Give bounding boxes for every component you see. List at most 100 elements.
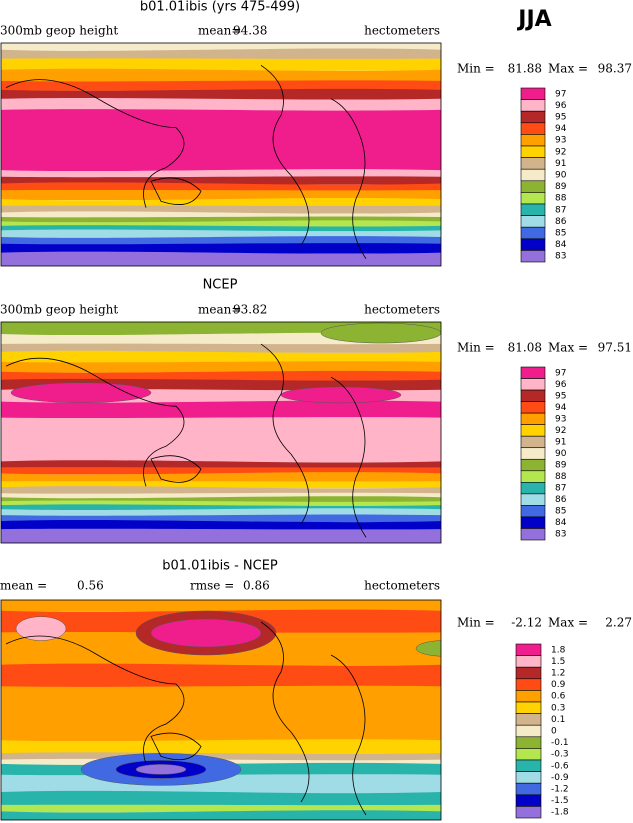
colorbar-label: 91 [555, 159, 566, 169]
contour-band [1, 211, 441, 218]
min-value: 81.88 [508, 62, 542, 76]
contour-band [1, 685, 441, 742]
map [1, 43, 441, 266]
colorbar-box [520, 192, 546, 205]
colorbar-box [515, 771, 542, 784]
colorbar-label: 0.3 [551, 703, 565, 713]
colorbar-box [515, 736, 542, 749]
colorbar-box [520, 145, 546, 158]
colorbar-box [515, 794, 542, 807]
colorbar-label: 0.1 [551, 715, 565, 725]
max-label: Max = [548, 62, 588, 76]
contour-region [135, 764, 187, 775]
map-frame [0, 42, 442, 267]
colorbar-box [520, 215, 546, 228]
colorbar-box [520, 389, 546, 402]
colorbar-label: 89 [555, 182, 567, 192]
colorbar-label: -1.2 [551, 785, 569, 795]
colorbar-box [520, 99, 546, 112]
colorbar-label: 85 [555, 507, 566, 517]
colorbar-label: 92 [555, 426, 566, 436]
contour-band [1, 68, 441, 82]
max-value: 2.27 [605, 616, 632, 630]
colorbar-box [520, 458, 546, 472]
colorbar-label: 1.5 [551, 657, 565, 667]
colorbar-label: 93 [555, 414, 566, 424]
colorbar-label: 94 [555, 124, 567, 134]
min-label: Min = [457, 341, 495, 355]
contour-band [1, 48, 441, 60]
colorbar-label: 97 [555, 368, 566, 378]
colorbar-label: 0 [551, 727, 557, 737]
colorbar-label: 96 [555, 380, 567, 390]
contour-region [415, 640, 441, 657]
colorbar-box [515, 655, 542, 668]
colorbar-box [520, 366, 546, 379]
contour-band [1, 97, 441, 111]
panel-title: NCEP [203, 278, 238, 293]
colorbar-label: -1.5 [551, 796, 569, 806]
contour-band [1, 251, 441, 266]
contour-band [1, 229, 441, 239]
colorbar-label: -0.3 [551, 750, 569, 760]
colorbar-box [520, 516, 546, 529]
colorbar-label: -0.1 [551, 738, 569, 748]
contour-band [1, 508, 441, 517]
colorbar-label: 85 [555, 229, 566, 239]
contour-band [1, 190, 441, 201]
colorbar-box [520, 203, 546, 216]
panel-label: 0.56 [77, 579, 104, 593]
min-value: 81.08 [508, 341, 542, 355]
panel-label: hectometers [364, 303, 440, 317]
colorbar-label: 90 [555, 449, 567, 459]
colorbar-box [515, 759, 542, 772]
coastline [5, 621, 367, 816]
colorbar-label: 96 [555, 101, 567, 111]
max-label: Max = [548, 616, 588, 630]
contour-band [1, 80, 441, 91]
colorbar-label: -0.6 [551, 761, 569, 771]
coastline [5, 343, 367, 538]
contour-band [1, 350, 441, 363]
map [1, 600, 441, 820]
colorbar-label: 87 [555, 484, 566, 494]
colorbar-label: 93 [555, 136, 566, 146]
colorbar-box [520, 110, 546, 124]
colorbar-box [515, 666, 542, 680]
colorbar-box [520, 412, 546, 425]
panel-label: mean= [198, 24, 241, 38]
colorbar-box [520, 87, 546, 100]
colorbar-label: 84 [555, 518, 567, 528]
panel-label: 300mb geop height [0, 303, 118, 317]
contour-band [1, 460, 441, 469]
contour-band [1, 472, 441, 483]
colorbar-label: 89 [555, 461, 567, 471]
colorbar-label: 90 [555, 171, 567, 181]
panel-title: b01.01ibis (yrs 475-499) [140, 0, 300, 15]
colorbar-box [520, 134, 546, 147]
contour-band [1, 370, 441, 381]
colorbar-label: 83 [555, 530, 566, 540]
colorbar-box [520, 482, 546, 495]
contour-band [1, 739, 441, 755]
contour-band [1, 343, 441, 353]
panel-label: mean = [0, 579, 47, 593]
panel-label: 93.82 [233, 303, 267, 317]
contour-region [150, 618, 262, 648]
contour-region [320, 322, 441, 344]
panel-label: mean= [198, 303, 241, 317]
colorbar-box [520, 447, 546, 460]
colorbar-label: 88 [555, 194, 567, 204]
colorbar-box [520, 493, 546, 506]
max-value: 97.51 [598, 341, 632, 355]
colorbar-box [520, 180, 546, 193]
colorbar-box [520, 378, 546, 391]
season-label: JJA [516, 7, 551, 32]
map-frame [0, 599, 442, 821]
contour-band [1, 790, 441, 806]
colorbar-box [515, 748, 542, 761]
colorbar-box [520, 250, 546, 263]
colorbar-label: 95 [555, 391, 566, 401]
contour-band [1, 361, 441, 373]
contour-band [1, 600, 441, 612]
